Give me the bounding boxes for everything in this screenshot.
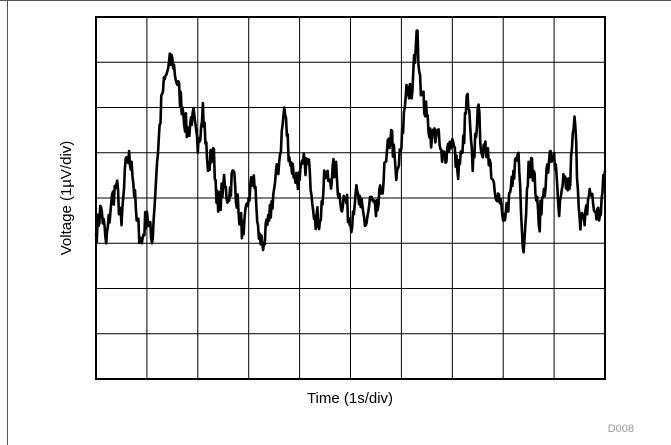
frame-left-border (7, 0, 8, 445)
voltage-trace (94, 29, 607, 254)
x-axis-label: Time (1s/div) (307, 390, 393, 407)
plot-border (95, 16, 606, 380)
y-axis-label: Voltage (1µV/div) (58, 141, 75, 256)
frame-top-border (0, 0, 671, 1)
figure-id: D008 (608, 423, 634, 435)
